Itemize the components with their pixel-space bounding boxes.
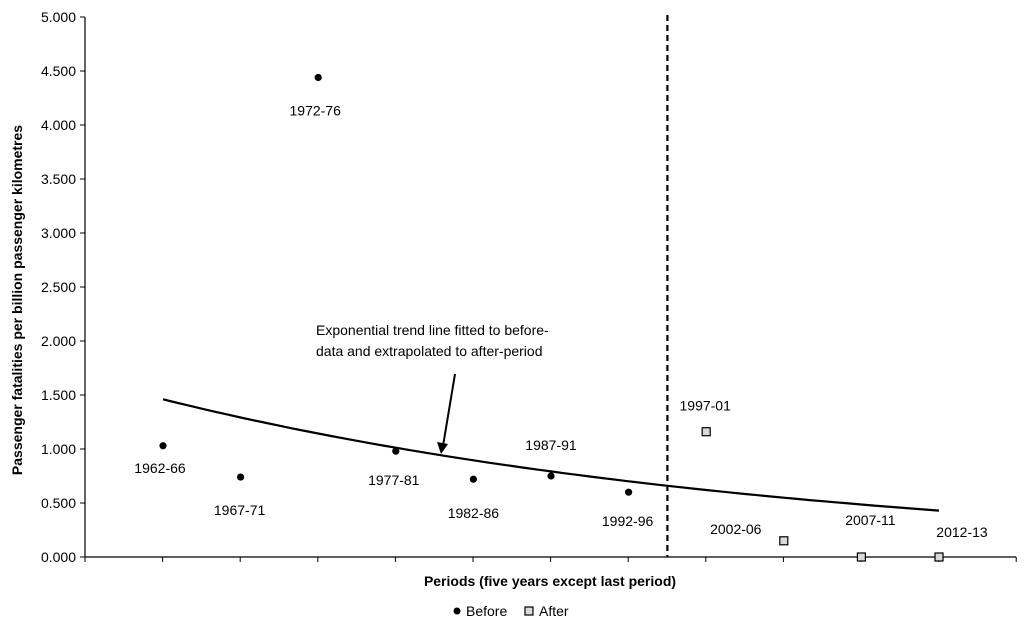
before-point xyxy=(469,475,477,483)
point-label: 2002-06 xyxy=(710,521,762,537)
point-label: 1997-01 xyxy=(680,398,732,414)
x-axis-ticks xyxy=(84,557,1017,562)
point-label: 1972-76 xyxy=(290,102,342,118)
after-point xyxy=(856,552,867,562)
point-label: 1987-91 xyxy=(525,437,577,453)
annotation-arrow xyxy=(442,373,456,447)
annotation-arrowhead xyxy=(437,442,448,454)
y-tick-label: 3.500 xyxy=(41,171,76,187)
legend-before-label: Before xyxy=(466,603,507,619)
point-label: 1962-66 xyxy=(134,460,186,476)
before-point xyxy=(392,447,400,455)
exponential-trend-line xyxy=(162,398,940,512)
y-tick-label: 3.000 xyxy=(41,225,76,241)
after-point xyxy=(779,536,789,546)
point-label: 1982-86 xyxy=(448,505,500,521)
x-axis-title: Periods (five years except last period) xyxy=(424,573,676,589)
data-points xyxy=(159,73,944,562)
y-tick-label: 1.000 xyxy=(41,441,76,457)
before-point xyxy=(547,472,555,480)
point-label: 1977-81 xyxy=(368,472,420,488)
y-tick-label: 0.000 xyxy=(41,549,76,565)
point-label: 1967-71 xyxy=(214,502,266,518)
point-labels: 1962-66 1967-71 1972-76 1977-81 1982-86 1987-… xyxy=(134,102,988,540)
y-tick-label: 2.500 xyxy=(41,279,76,295)
y-tick-label: 5.000 xyxy=(41,9,76,25)
y-tick-label: 0.500 xyxy=(41,495,76,511)
legend: Before After xyxy=(453,603,569,619)
point-label: 2012-13 xyxy=(936,524,988,540)
legend-before-marker xyxy=(453,607,461,615)
annotation-line-1: Exponential trend line fitted to before- xyxy=(316,322,549,338)
y-tick-label: 4.000 xyxy=(41,117,76,133)
annotation-line-2: data and extrapolated to after-period xyxy=(316,343,543,359)
before-point xyxy=(237,473,245,481)
before-point xyxy=(625,488,633,496)
y-tick-label: 1.500 xyxy=(41,387,76,403)
y-axis-ticks: 0.000 0.500 1.000 1.500 2.000 2.500 3.000 3.500… xyxy=(41,9,85,565)
legend-after-marker xyxy=(524,606,534,616)
before-point xyxy=(159,442,167,450)
y-axis-title: Passenger fatalities per billion passeng… xyxy=(9,125,25,475)
before-point xyxy=(314,73,322,82)
y-tick-label: 4.500 xyxy=(41,63,76,79)
y-tick-label: 2.000 xyxy=(41,333,76,349)
point-label: 1992-96 xyxy=(602,513,654,529)
after-point xyxy=(934,552,944,562)
legend-after-label: After xyxy=(539,603,569,619)
after-point xyxy=(701,427,711,437)
point-label: 2007-11 xyxy=(845,512,896,528)
